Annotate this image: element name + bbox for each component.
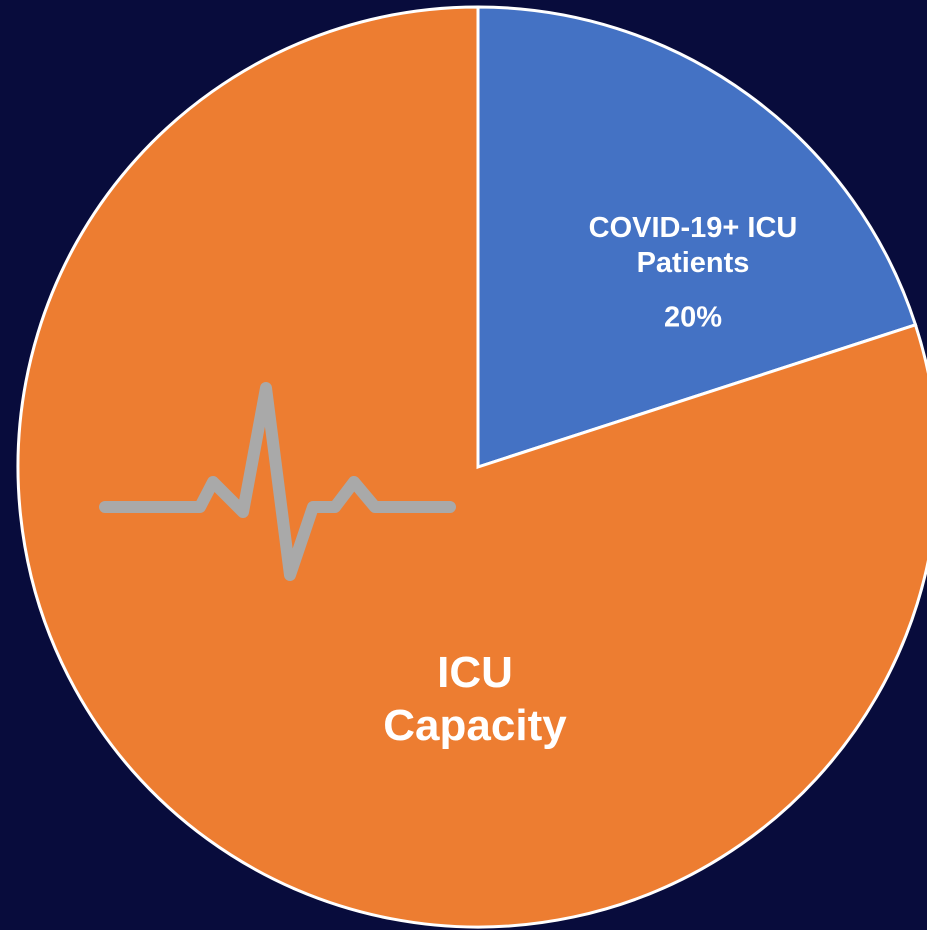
heartbeat-icon <box>99 382 456 581</box>
pie-slice <box>476 5 918 470</box>
slice-label: COVID-19+ ICU Patients <box>588 212 798 279</box>
slices <box>16 5 927 929</box>
value-label: 20% <box>663 301 723 334</box>
pie-slice <box>16 5 927 929</box>
slice-label: ICU Capacity <box>383 648 567 750</box>
